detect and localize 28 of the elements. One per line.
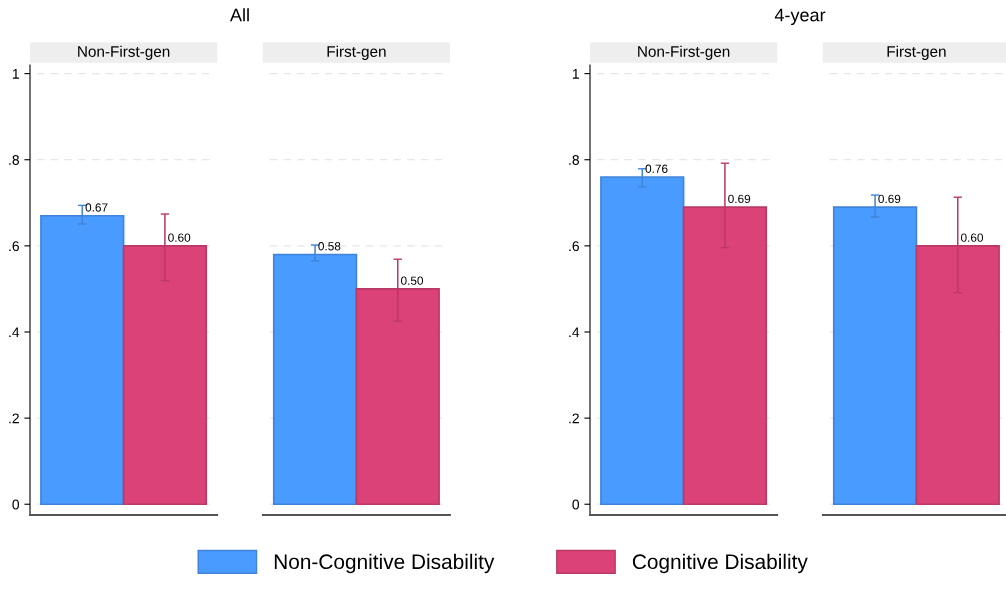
y-tick-label: .6 [9, 241, 19, 252]
y-tick-label: .4 [569, 327, 580, 338]
y-tick-label: .8 [9, 155, 19, 165]
legend-label: Cognitive Disability [632, 553, 808, 574]
data-label: 0.69 [728, 194, 751, 204]
legend-label: Non-Cognitive Disability [274, 553, 495, 574]
y-tick-label: 0 [572, 499, 580, 510]
data-label: 0.58 [318, 242, 341, 251]
x-tick-label: Non-First-gen [78, 45, 170, 60]
y-tick-label: .4 [9, 327, 20, 338]
y-tick-label: .6 [569, 241, 579, 252]
y-tick-label: 0 [12, 499, 20, 510]
x-tick-label: Non-First-gen [638, 45, 730, 60]
x-tick-label: First-gen [887, 45, 946, 60]
y-tick-label: .2 [9, 413, 19, 424]
y-tick-label: .2 [569, 413, 579, 424]
chart-title: All [230, 8, 249, 22]
data-label: 0.60 [168, 233, 191, 242]
y-tick-label: 1 [572, 69, 579, 79]
data-label: 0.76 [645, 164, 668, 173]
x-tick-label: First-gen [327, 45, 386, 60]
data-label: 0.69 [878, 194, 901, 204]
data-label: 0.50 [400, 276, 424, 285]
chart-title: 4-year [774, 8, 826, 25]
y-tick-label: .8 [569, 155, 579, 165]
data-label: 0.60 [960, 233, 984, 242]
y-tick-label: 1 [12, 69, 19, 79]
data-label: 0.67 [85, 203, 108, 212]
